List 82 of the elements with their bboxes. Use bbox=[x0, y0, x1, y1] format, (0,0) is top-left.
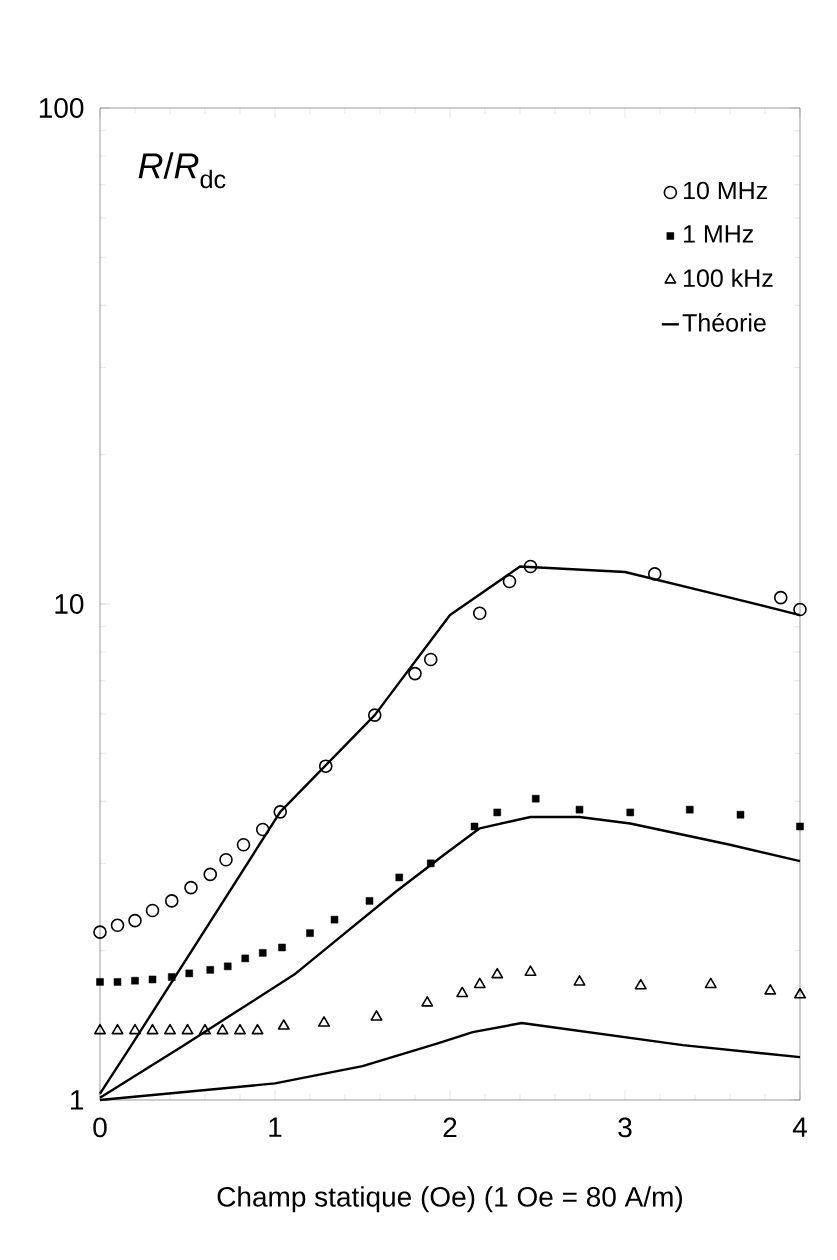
y-tick-label: 1 bbox=[71, 1090, 84, 1110]
point bbox=[273, 805, 288, 819]
point bbox=[456, 986, 469, 998]
point bbox=[647, 567, 662, 581]
point bbox=[145, 903, 160, 918]
point bbox=[93, 925, 107, 939]
point bbox=[318, 759, 333, 773]
point bbox=[473, 977, 486, 989]
x-tick-label: 1 bbox=[269, 1117, 282, 1137]
point bbox=[793, 602, 807, 617]
legend-label: Théorie bbox=[682, 313, 766, 332]
point bbox=[128, 913, 142, 928]
point bbox=[427, 859, 435, 868]
point bbox=[131, 976, 139, 985]
point bbox=[470, 822, 479, 831]
point bbox=[318, 1016, 330, 1027]
point bbox=[523, 559, 538, 574]
point bbox=[626, 808, 634, 817]
point bbox=[421, 996, 434, 1007]
point bbox=[129, 1023, 141, 1035]
point bbox=[736, 810, 745, 819]
point bbox=[255, 822, 270, 837]
point bbox=[236, 837, 251, 852]
point bbox=[686, 805, 694, 814]
point bbox=[110, 918, 125, 933]
point bbox=[532, 794, 540, 803]
x-tick-label: 2 bbox=[443, 1117, 457, 1138]
point bbox=[408, 666, 422, 681]
point bbox=[259, 949, 267, 957]
point bbox=[365, 897, 374, 905]
point bbox=[796, 822, 804, 831]
x-axis-title: Champ statique (Oe) (1 Oe = 80 A/m) bbox=[217, 1186, 683, 1213]
point bbox=[251, 1023, 264, 1035]
x-tick-label: 0 bbox=[93, 1117, 107, 1138]
x-tick-label: 3 bbox=[618, 1117, 632, 1138]
point bbox=[573, 975, 586, 986]
point bbox=[634, 978, 647, 990]
point bbox=[395, 873, 403, 882]
y-axis-title: R/R$_{dc}$ bbox=[138, 152, 226, 189]
point bbox=[111, 1023, 124, 1035]
point bbox=[493, 808, 501, 817]
point bbox=[367, 708, 382, 722]
point bbox=[96, 978, 104, 986]
point bbox=[146, 1023, 159, 1035]
point bbox=[224, 962, 232, 971]
point bbox=[524, 965, 537, 976]
point bbox=[148, 975, 157, 984]
point bbox=[794, 987, 806, 999]
legend-label: 1 MHz bbox=[683, 225, 754, 243]
point bbox=[234, 1023, 246, 1035]
point bbox=[472, 606, 487, 621]
point bbox=[168, 973, 176, 981]
x-tick-label: 4 bbox=[792, 1117, 807, 1137]
point bbox=[764, 984, 777, 995]
point bbox=[306, 929, 314, 937]
point bbox=[185, 969, 193, 978]
point bbox=[219, 852, 233, 867]
point bbox=[216, 1023, 229, 1035]
point bbox=[277, 1019, 290, 1030]
point bbox=[164, 1023, 176, 1035]
legend-label: 10 MHz bbox=[683, 181, 767, 200]
point bbox=[241, 954, 249, 963]
point bbox=[203, 867, 218, 882]
point bbox=[94, 1023, 106, 1035]
point bbox=[575, 805, 584, 814]
point bbox=[184, 880, 198, 895]
point bbox=[330, 915, 339, 924]
point bbox=[206, 966, 214, 974]
y-tick-label: 10 bbox=[55, 594, 84, 614]
point bbox=[278, 943, 286, 952]
point bbox=[423, 652, 438, 667]
legend-label: 100 kHz bbox=[683, 268, 773, 288]
point bbox=[773, 590, 788, 605]
point bbox=[164, 894, 179, 908]
point bbox=[181, 1023, 194, 1035]
point bbox=[704, 977, 717, 989]
point bbox=[370, 1010, 383, 1021]
point bbox=[113, 978, 122, 986]
y-tick-label: 100 bbox=[39, 98, 84, 118]
point bbox=[491, 967, 504, 979]
point bbox=[502, 574, 517, 589]
point bbox=[199, 1023, 211, 1035]
